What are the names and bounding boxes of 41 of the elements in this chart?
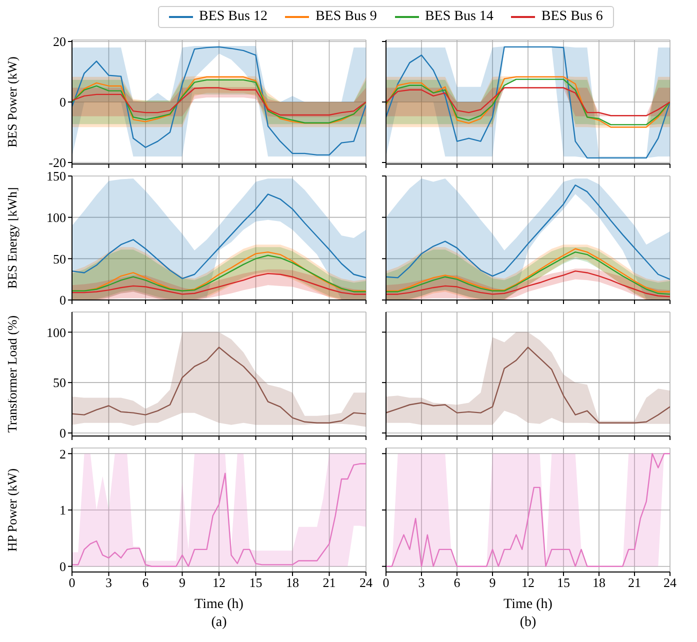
y-tick-label: 1 [60, 502, 66, 518]
x-tick-label: 18 [592, 575, 606, 590]
x-tick-label: 15 [249, 575, 262, 590]
x-tick-label: 12 [212, 575, 226, 590]
x-axis-title: Time (h) [194, 596, 244, 614]
y-tick-label: 150 [46, 168, 66, 184]
x-tick-label: 6 [142, 575, 150, 590]
text: (a) [210, 614, 228, 632]
x-tick-label: 21 [628, 575, 641, 590]
y-tick-label: -20 [48, 155, 66, 170]
x-tick-label: 24 [360, 575, 373, 590]
x-tick-label: 12 [522, 575, 534, 590]
y-tick-label: 0 [60, 292, 66, 308]
y-tick-label: 100 [46, 324, 66, 340]
line-series [72, 346, 366, 424]
legend-label: BES Bus 12 [199, 9, 268, 25]
legend-label: BES Bus 6 [541, 9, 603, 25]
y-tick-label: 0 [60, 426, 66, 441]
text: (b) [518, 614, 538, 632]
y-tick-label: 20 [53, 34, 66, 50]
legend-label: BES Bus 14 [424, 9, 494, 25]
y-tick-label: 50 [53, 375, 66, 390]
x-tick-label: 9 [489, 575, 496, 590]
y-tick-label: 0 [60, 94, 66, 110]
x-tick-label: 3 [418, 575, 425, 590]
line-series [72, 272, 366, 295]
legend-label: BES Bus 9 [315, 9, 377, 25]
x-tick-label: 18 [286, 575, 299, 590]
y-tick-label: 2 [60, 446, 66, 462]
x-tick-label: 3 [106, 575, 112, 590]
x-tick-label: 9 [179, 575, 186, 590]
x-tick-label: 24 [664, 575, 677, 590]
x-tick-label: 21 [322, 575, 336, 590]
x-axis-title: Time (h) [502, 596, 554, 614]
y-tick-label: 0 [60, 558, 66, 574]
x-tick-label: 6 [454, 575, 461, 590]
x-tick-label: 15 [557, 575, 570, 590]
y-tick-label: 50 [53, 251, 66, 266]
y-tick-label: 100 [46, 210, 66, 225]
x-tick-label: 0 [382, 575, 390, 590]
line-series [72, 194, 366, 280]
